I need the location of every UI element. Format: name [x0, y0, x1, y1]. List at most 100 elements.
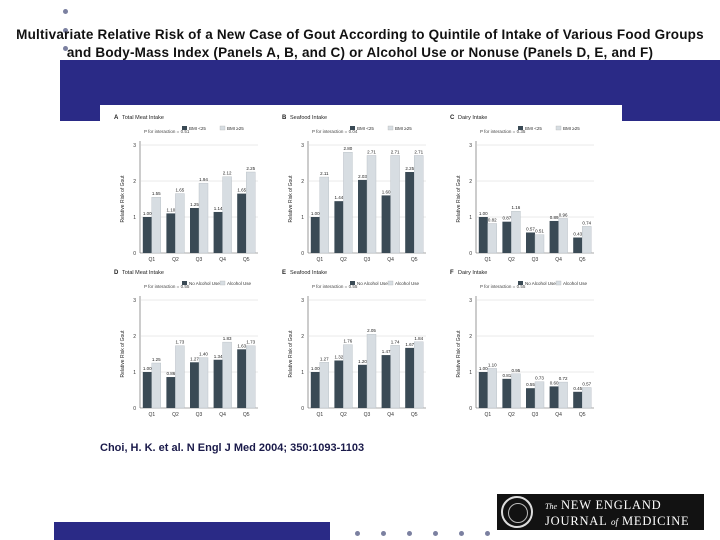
interaction-p-value: P for interaction = 0.55	[144, 284, 190, 289]
bar-dark	[478, 372, 488, 408]
y-tick-label: 1	[133, 370, 136, 376]
bar-dark	[166, 377, 176, 408]
x-tick-label: Q5	[579, 412, 586, 418]
bar-light	[343, 344, 353, 409]
y-tick-label: 1	[133, 215, 136, 221]
bar-dark	[310, 217, 320, 253]
x-tick-label: Q4	[555, 257, 562, 263]
legend-swatch	[219, 280, 226, 286]
figure-panel: A Total Meat Intake P for interaction = 0.…	[100, 105, 622, 435]
y-tick-label: 1	[469, 370, 472, 376]
x-tick-label: Q4	[219, 257, 226, 263]
bar-value-label: 1.00	[143, 211, 152, 216]
y-tick-label: 2	[301, 334, 304, 340]
bar-value-label: 0.81	[503, 373, 512, 378]
bar-dark	[310, 372, 320, 408]
y-tick-label: 0	[133, 406, 136, 412]
bar-value-label: 1.14	[214, 206, 223, 211]
panel-letter: C	[450, 115, 455, 121]
legend-label: BMI ≥25	[227, 126, 244, 131]
x-tick-label: Q4	[387, 412, 394, 418]
bar-value-label: 1.40	[199, 352, 208, 357]
legend-label: No Alcohol Use	[357, 281, 388, 286]
legend-label: BMI <25	[189, 126, 206, 131]
bar-value-label: 1.84	[414, 336, 423, 341]
citation: Choi, H. K. et al. N Engl J Med 2004; 35…	[100, 442, 365, 454]
panel-letter: F	[450, 270, 454, 276]
bar-dark	[190, 362, 199, 408]
panel-letter: E	[282, 270, 286, 276]
bar-value-label: 1.63	[237, 343, 246, 348]
bar-light	[511, 373, 521, 409]
bar-dark	[213, 359, 223, 408]
x-tick-label: Q1	[484, 412, 491, 418]
bar-light	[487, 368, 497, 409]
bar-dark	[142, 217, 152, 253]
x-tick-label: Q2	[508, 257, 515, 263]
bar-value-label: 1.94	[199, 177, 208, 182]
bar-light	[414, 155, 424, 254]
bar-value-label: 1.00	[143, 366, 152, 371]
bar-dark	[381, 355, 391, 408]
bar-light	[414, 341, 424, 409]
bar-light	[245, 345, 256, 409]
x-tick-label: Q3	[196, 257, 203, 263]
x-tick-label: Q5	[411, 412, 418, 418]
legend-label: Alcohol Use	[395, 281, 420, 286]
panel-letter: A	[114, 115, 119, 121]
x-tick-label: Q5	[243, 412, 250, 418]
y-axis-label: Relative Risk of Gout	[120, 175, 126, 223]
bar-dark	[405, 347, 415, 408]
legend-swatch	[518, 126, 523, 130]
bar-light	[366, 333, 377, 409]
y-axis-label: Relative Risk of Gout	[288, 330, 294, 378]
bar-light	[151, 196, 161, 254]
bar-value-label: 0.89	[550, 215, 559, 220]
y-tick-label: 1	[301, 215, 304, 221]
bar-value-label: 2.05	[367, 328, 376, 333]
y-tick-label: 0	[301, 251, 304, 257]
bar-light	[175, 345, 185, 409]
bar-light	[390, 345, 400, 409]
nejm-seal-icon	[501, 496, 533, 528]
legend-swatch	[219, 125, 226, 131]
x-tick-label: Q2	[508, 412, 515, 418]
bar-value-label: 2.12	[223, 171, 232, 176]
bar-value-label: 0.87	[503, 216, 512, 221]
bar-dark	[334, 201, 344, 253]
legend-swatch	[350, 126, 355, 130]
bar-dark	[526, 388, 535, 408]
legend-swatch	[518, 281, 523, 285]
decorative-dot	[459, 531, 464, 536]
y-axis-label: Relative Risk of Gout	[288, 175, 294, 223]
bar-value-label: 1.27	[190, 356, 199, 361]
interaction-p-value: P for interaction = 0.35	[480, 129, 526, 134]
bar-value-label: 0.86	[167, 371, 176, 376]
bar-dark	[237, 349, 247, 408]
legend-label: BMI <25	[357, 126, 374, 131]
legend-swatch	[555, 125, 562, 131]
bar-value-label: 1.00	[311, 211, 320, 216]
y-tick-label: 3	[469, 143, 472, 149]
bar-value-label: 1.34	[214, 354, 223, 359]
bar-value-label: 0.45	[573, 386, 582, 391]
bar-light	[198, 182, 209, 254]
bar-value-label: 0.43	[573, 232, 582, 237]
bar-light	[343, 152, 353, 254]
bar-value-label: 1.67	[405, 342, 414, 347]
decorative-dot	[63, 28, 68, 33]
bar-value-label: 1.73	[176, 340, 185, 345]
y-tick-label: 3	[301, 143, 304, 149]
bar-dark	[334, 360, 344, 408]
bar-value-label: 0.57	[582, 381, 591, 386]
bar-dark	[166, 213, 176, 253]
bar-dark	[502, 221, 512, 253]
bar-value-label: 1.00	[479, 211, 488, 216]
bar-value-label: 1.10	[167, 207, 176, 212]
bar-dark	[358, 179, 367, 253]
legend-label: Alcohol Use	[227, 281, 252, 286]
legend-label: No Alcohol Use	[189, 281, 220, 286]
bar-value-label: 1.73	[246, 340, 255, 345]
y-tick-label: 0	[133, 251, 136, 257]
